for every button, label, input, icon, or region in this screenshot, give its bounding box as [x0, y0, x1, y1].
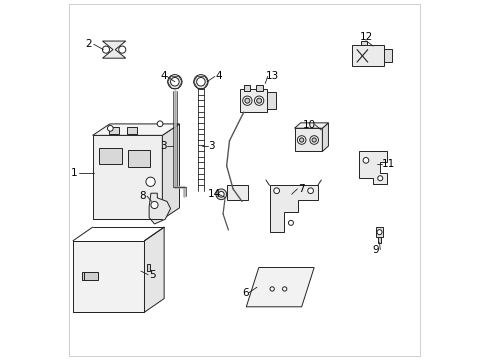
Circle shape — [363, 157, 368, 163]
Circle shape — [376, 230, 381, 235]
Polygon shape — [73, 241, 144, 312]
Bar — [360, 41, 366, 45]
Circle shape — [299, 138, 303, 142]
Polygon shape — [149, 193, 170, 224]
Polygon shape — [383, 49, 391, 62]
Bar — [128, 150, 149, 167]
Polygon shape — [246, 267, 313, 307]
Text: 11: 11 — [381, 159, 394, 169]
Circle shape — [216, 189, 226, 200]
Circle shape — [102, 46, 109, 53]
Text: 12: 12 — [359, 32, 372, 42]
Text: 3: 3 — [160, 141, 166, 151]
Circle shape — [170, 77, 179, 86]
Circle shape — [254, 96, 263, 105]
Text: 4: 4 — [160, 71, 166, 81]
Polygon shape — [93, 135, 162, 219]
Text: 8: 8 — [139, 191, 145, 201]
Bar — [375, 227, 382, 237]
Circle shape — [273, 188, 279, 194]
Text: 9: 9 — [372, 245, 379, 255]
Circle shape — [119, 46, 125, 53]
Polygon shape — [358, 152, 386, 184]
Polygon shape — [93, 124, 179, 135]
Bar — [82, 272, 98, 280]
Polygon shape — [351, 45, 383, 66]
Bar — [108, 127, 119, 134]
Text: 10: 10 — [303, 120, 316, 130]
Polygon shape — [162, 124, 179, 219]
Circle shape — [244, 98, 249, 103]
Polygon shape — [269, 185, 317, 232]
Polygon shape — [266, 93, 275, 109]
Circle shape — [297, 136, 305, 144]
Text: 4: 4 — [215, 71, 221, 81]
Polygon shape — [240, 89, 266, 112]
Text: 3: 3 — [207, 141, 214, 151]
Text: 5: 5 — [149, 270, 156, 280]
Circle shape — [288, 220, 293, 225]
Text: 14: 14 — [207, 189, 220, 199]
Polygon shape — [226, 185, 247, 200]
Polygon shape — [294, 123, 328, 128]
Polygon shape — [144, 227, 164, 312]
Bar — [377, 237, 381, 243]
Text: 6: 6 — [242, 288, 248, 297]
Polygon shape — [294, 128, 322, 152]
Bar — [256, 85, 262, 91]
Text: 1: 1 — [71, 168, 77, 178]
Circle shape — [256, 98, 261, 103]
Text: 7: 7 — [297, 184, 304, 194]
Circle shape — [196, 77, 205, 86]
Circle shape — [307, 188, 313, 194]
Circle shape — [309, 136, 318, 144]
Circle shape — [157, 121, 163, 127]
Polygon shape — [322, 123, 328, 152]
Text: 13: 13 — [265, 71, 279, 81]
Circle shape — [269, 287, 274, 291]
Text: 2: 2 — [85, 39, 92, 49]
Circle shape — [218, 192, 224, 197]
Bar — [147, 264, 150, 271]
Circle shape — [107, 126, 113, 131]
Bar — [99, 148, 122, 164]
Polygon shape — [102, 41, 125, 58]
Circle shape — [145, 177, 155, 186]
Circle shape — [311, 138, 316, 142]
Circle shape — [282, 287, 286, 291]
Bar — [244, 85, 250, 91]
Circle shape — [242, 96, 251, 105]
Circle shape — [167, 75, 182, 89]
Circle shape — [193, 75, 207, 89]
Circle shape — [377, 176, 382, 181]
Circle shape — [151, 202, 158, 208]
Bar — [126, 127, 137, 134]
